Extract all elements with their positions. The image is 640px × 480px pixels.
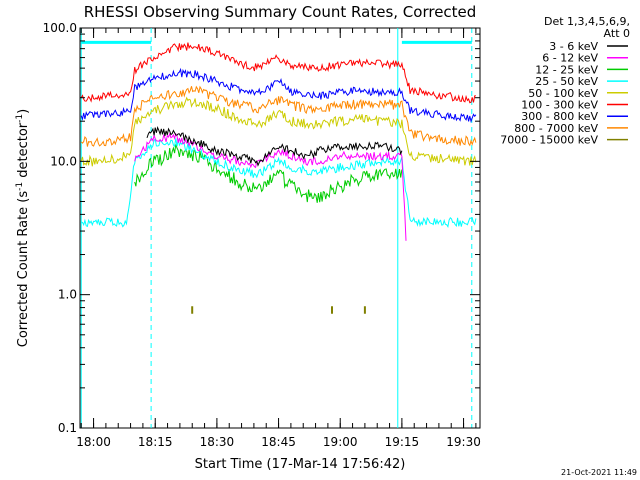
plot-area <box>79 27 481 429</box>
x-tick-label: 19:15 <box>385 435 420 449</box>
series-line-800-7000-kev <box>80 85 477 147</box>
legend-entry-label: 800 - 7000 keV <box>514 122 598 135</box>
legend-entry-label: 25 - 50 keV <box>535 75 598 88</box>
x-tick-label: 18:15 <box>138 435 173 449</box>
series-line-6-12-kev <box>134 132 407 241</box>
x-tick-label: 18:00 <box>76 435 111 449</box>
series-line-12-25-kev <box>134 144 403 203</box>
x-tick-label: 19:00 <box>323 435 358 449</box>
legend-entry-label: 100 - 300 keV <box>521 99 598 112</box>
legend-entry-label: 7000 - 15000 keV <box>500 134 598 147</box>
legend-entry-label: 12 - 25 keV <box>535 63 598 76</box>
y-axis: 100.0 10.0 1.0 0.1 <box>43 21 480 435</box>
series-line-7000-15000-kev <box>191 306 366 314</box>
series-line-25-50-kev <box>81 137 477 228</box>
series-line-300-800-kev <box>80 67 477 124</box>
series-line-50-100-kev <box>80 96 477 167</box>
chart-title: RHESSI Observing Summary Count Rates, Co… <box>84 3 477 21</box>
y-axis-label: Corrected Count Rate (s-1 detector-1) <box>15 109 31 347</box>
x-tick-label: 18:30 <box>200 435 235 449</box>
plot-frame <box>79 27 481 429</box>
y-tick-label: 0.1 <box>58 421 77 435</box>
legend-entry-label: 3 - 6 keV <box>549 40 598 53</box>
legend-entry-label: 300 - 800 keV <box>521 110 598 123</box>
series-line-3-6-kev <box>146 126 403 167</box>
x-tick-label: 19:30 <box>446 435 481 449</box>
y-tick-label: 10.0 <box>50 154 77 168</box>
x-axis-label: Start Time (17-Mar-14 17:56:42) <box>195 457 406 472</box>
y-tick-label: 1.0 <box>58 288 77 302</box>
y-tick-label: 100.0 <box>43 21 77 35</box>
legend-header-detectors: Det 1,3,4,5,6,9, <box>544 15 630 28</box>
x-tick-label: 18:45 <box>261 435 296 449</box>
series-line-100-300-kev <box>80 42 476 104</box>
footer-timestamp: 21-Oct-2021 11:49 <box>561 468 637 477</box>
legend-entry-label: 50 - 100 keV <box>528 87 598 100</box>
legend-header-attenuator: Att 0 <box>604 27 630 40</box>
x-axis: 18:00 18:15 18:30 18:45 19:00 19:15 19:30 <box>76 28 481 449</box>
legend-entry-label: 6 - 12 keV <box>542 52 598 65</box>
